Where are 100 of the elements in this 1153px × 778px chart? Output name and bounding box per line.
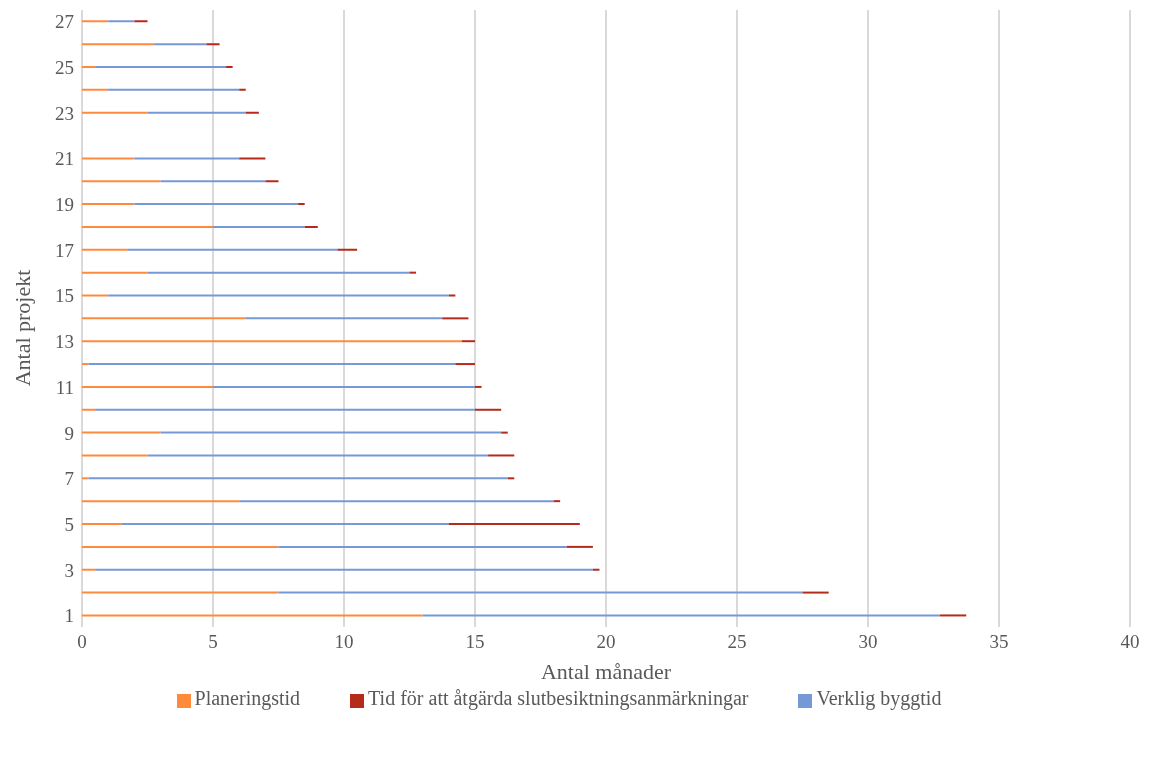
bar xyxy=(82,408,96,411)
bar xyxy=(82,225,213,228)
bar xyxy=(566,545,593,548)
bar xyxy=(82,545,279,548)
x-tick-label: 10 xyxy=(334,631,354,653)
bar xyxy=(409,271,417,274)
bar xyxy=(82,157,135,160)
bar xyxy=(82,294,109,297)
y-tick-label: 17 xyxy=(55,239,74,261)
x-axis-title: Antal månader xyxy=(540,659,672,684)
bar xyxy=(448,523,580,526)
bar xyxy=(82,180,161,183)
bar xyxy=(304,225,318,228)
bar xyxy=(448,294,456,297)
bar xyxy=(940,614,967,617)
legend-label: Planeringstid xyxy=(194,687,301,709)
bar xyxy=(108,294,449,297)
y-tick-label: 5 xyxy=(64,513,74,535)
bar xyxy=(134,203,299,206)
bar xyxy=(88,477,508,480)
bar xyxy=(82,454,148,457)
bar xyxy=(206,43,220,46)
bar xyxy=(160,431,502,434)
bar xyxy=(802,591,829,594)
bar xyxy=(461,340,475,343)
bar xyxy=(160,180,266,183)
bar xyxy=(147,111,246,114)
bar xyxy=(82,271,148,274)
y-tick-label: 19 xyxy=(55,193,74,215)
y-axis-title: Antal projekt xyxy=(10,269,36,387)
x-tick-label: 25 xyxy=(727,631,747,653)
bar xyxy=(475,408,502,411)
bar xyxy=(592,568,600,571)
bar xyxy=(278,591,803,594)
legend-label: Tid för att åtgärda slutbesiktningsanmärkningar xyxy=(368,687,749,709)
bar xyxy=(82,65,96,68)
bar xyxy=(337,248,358,251)
bar xyxy=(245,317,443,320)
legend-label: Verklig byggtid xyxy=(816,687,942,709)
bar xyxy=(82,248,128,251)
bar xyxy=(213,385,475,388)
y-tick-label: 1 xyxy=(64,605,74,627)
bar xyxy=(475,385,482,388)
bar xyxy=(121,523,449,526)
bar xyxy=(82,43,155,46)
x-tick-label: 15 xyxy=(465,631,485,653)
bar xyxy=(507,477,515,480)
y-tick-label: 21 xyxy=(55,148,74,170)
bar xyxy=(239,500,554,503)
y-tick-label: 23 xyxy=(55,102,74,124)
y-tick-label: 13 xyxy=(55,331,74,353)
bar xyxy=(226,65,233,68)
bar xyxy=(265,180,279,183)
bar xyxy=(134,157,240,160)
bar xyxy=(82,568,96,571)
bar xyxy=(82,500,240,503)
bar xyxy=(82,614,423,617)
bar xyxy=(82,363,89,366)
bar xyxy=(82,591,279,594)
bar xyxy=(154,43,207,46)
bar xyxy=(278,545,567,548)
bar xyxy=(134,20,148,23)
bar xyxy=(82,431,161,434)
bar xyxy=(488,454,515,457)
x-tick-label: 40 xyxy=(1120,631,1140,653)
bar xyxy=(147,454,489,457)
y-tick-label: 27 xyxy=(55,11,74,33)
bar xyxy=(82,203,135,206)
bar xyxy=(239,88,246,91)
bar xyxy=(95,568,593,571)
bar xyxy=(553,500,561,503)
bar xyxy=(213,225,305,228)
y-tick-label: 25 xyxy=(55,56,74,78)
x-tick-label: 5 xyxy=(208,631,218,653)
bar xyxy=(82,88,109,91)
x-tick-label: 30 xyxy=(858,631,878,653)
bar xyxy=(95,65,227,68)
y-tick-label: 7 xyxy=(64,468,74,490)
x-tick-label: 0 xyxy=(77,631,87,653)
y-tick-label: 15 xyxy=(55,285,74,307)
bar xyxy=(82,385,213,388)
bar xyxy=(442,317,469,320)
bar xyxy=(501,431,508,434)
bar xyxy=(245,111,259,114)
bar xyxy=(422,614,941,617)
bar xyxy=(95,408,475,411)
x-tick-label: 20 xyxy=(596,631,616,653)
bar xyxy=(239,157,266,160)
y-tick-label: 11 xyxy=(55,376,74,398)
x-tick-label: 35 xyxy=(989,631,1009,653)
bar xyxy=(82,523,122,526)
y-tick-label: 9 xyxy=(64,422,74,444)
bar xyxy=(147,271,410,274)
bar xyxy=(88,363,456,366)
bar xyxy=(455,363,475,366)
bar xyxy=(298,203,305,206)
bar xyxy=(127,248,338,251)
y-tick-label: 3 xyxy=(64,559,74,581)
bar xyxy=(108,20,135,23)
bar xyxy=(82,111,148,114)
